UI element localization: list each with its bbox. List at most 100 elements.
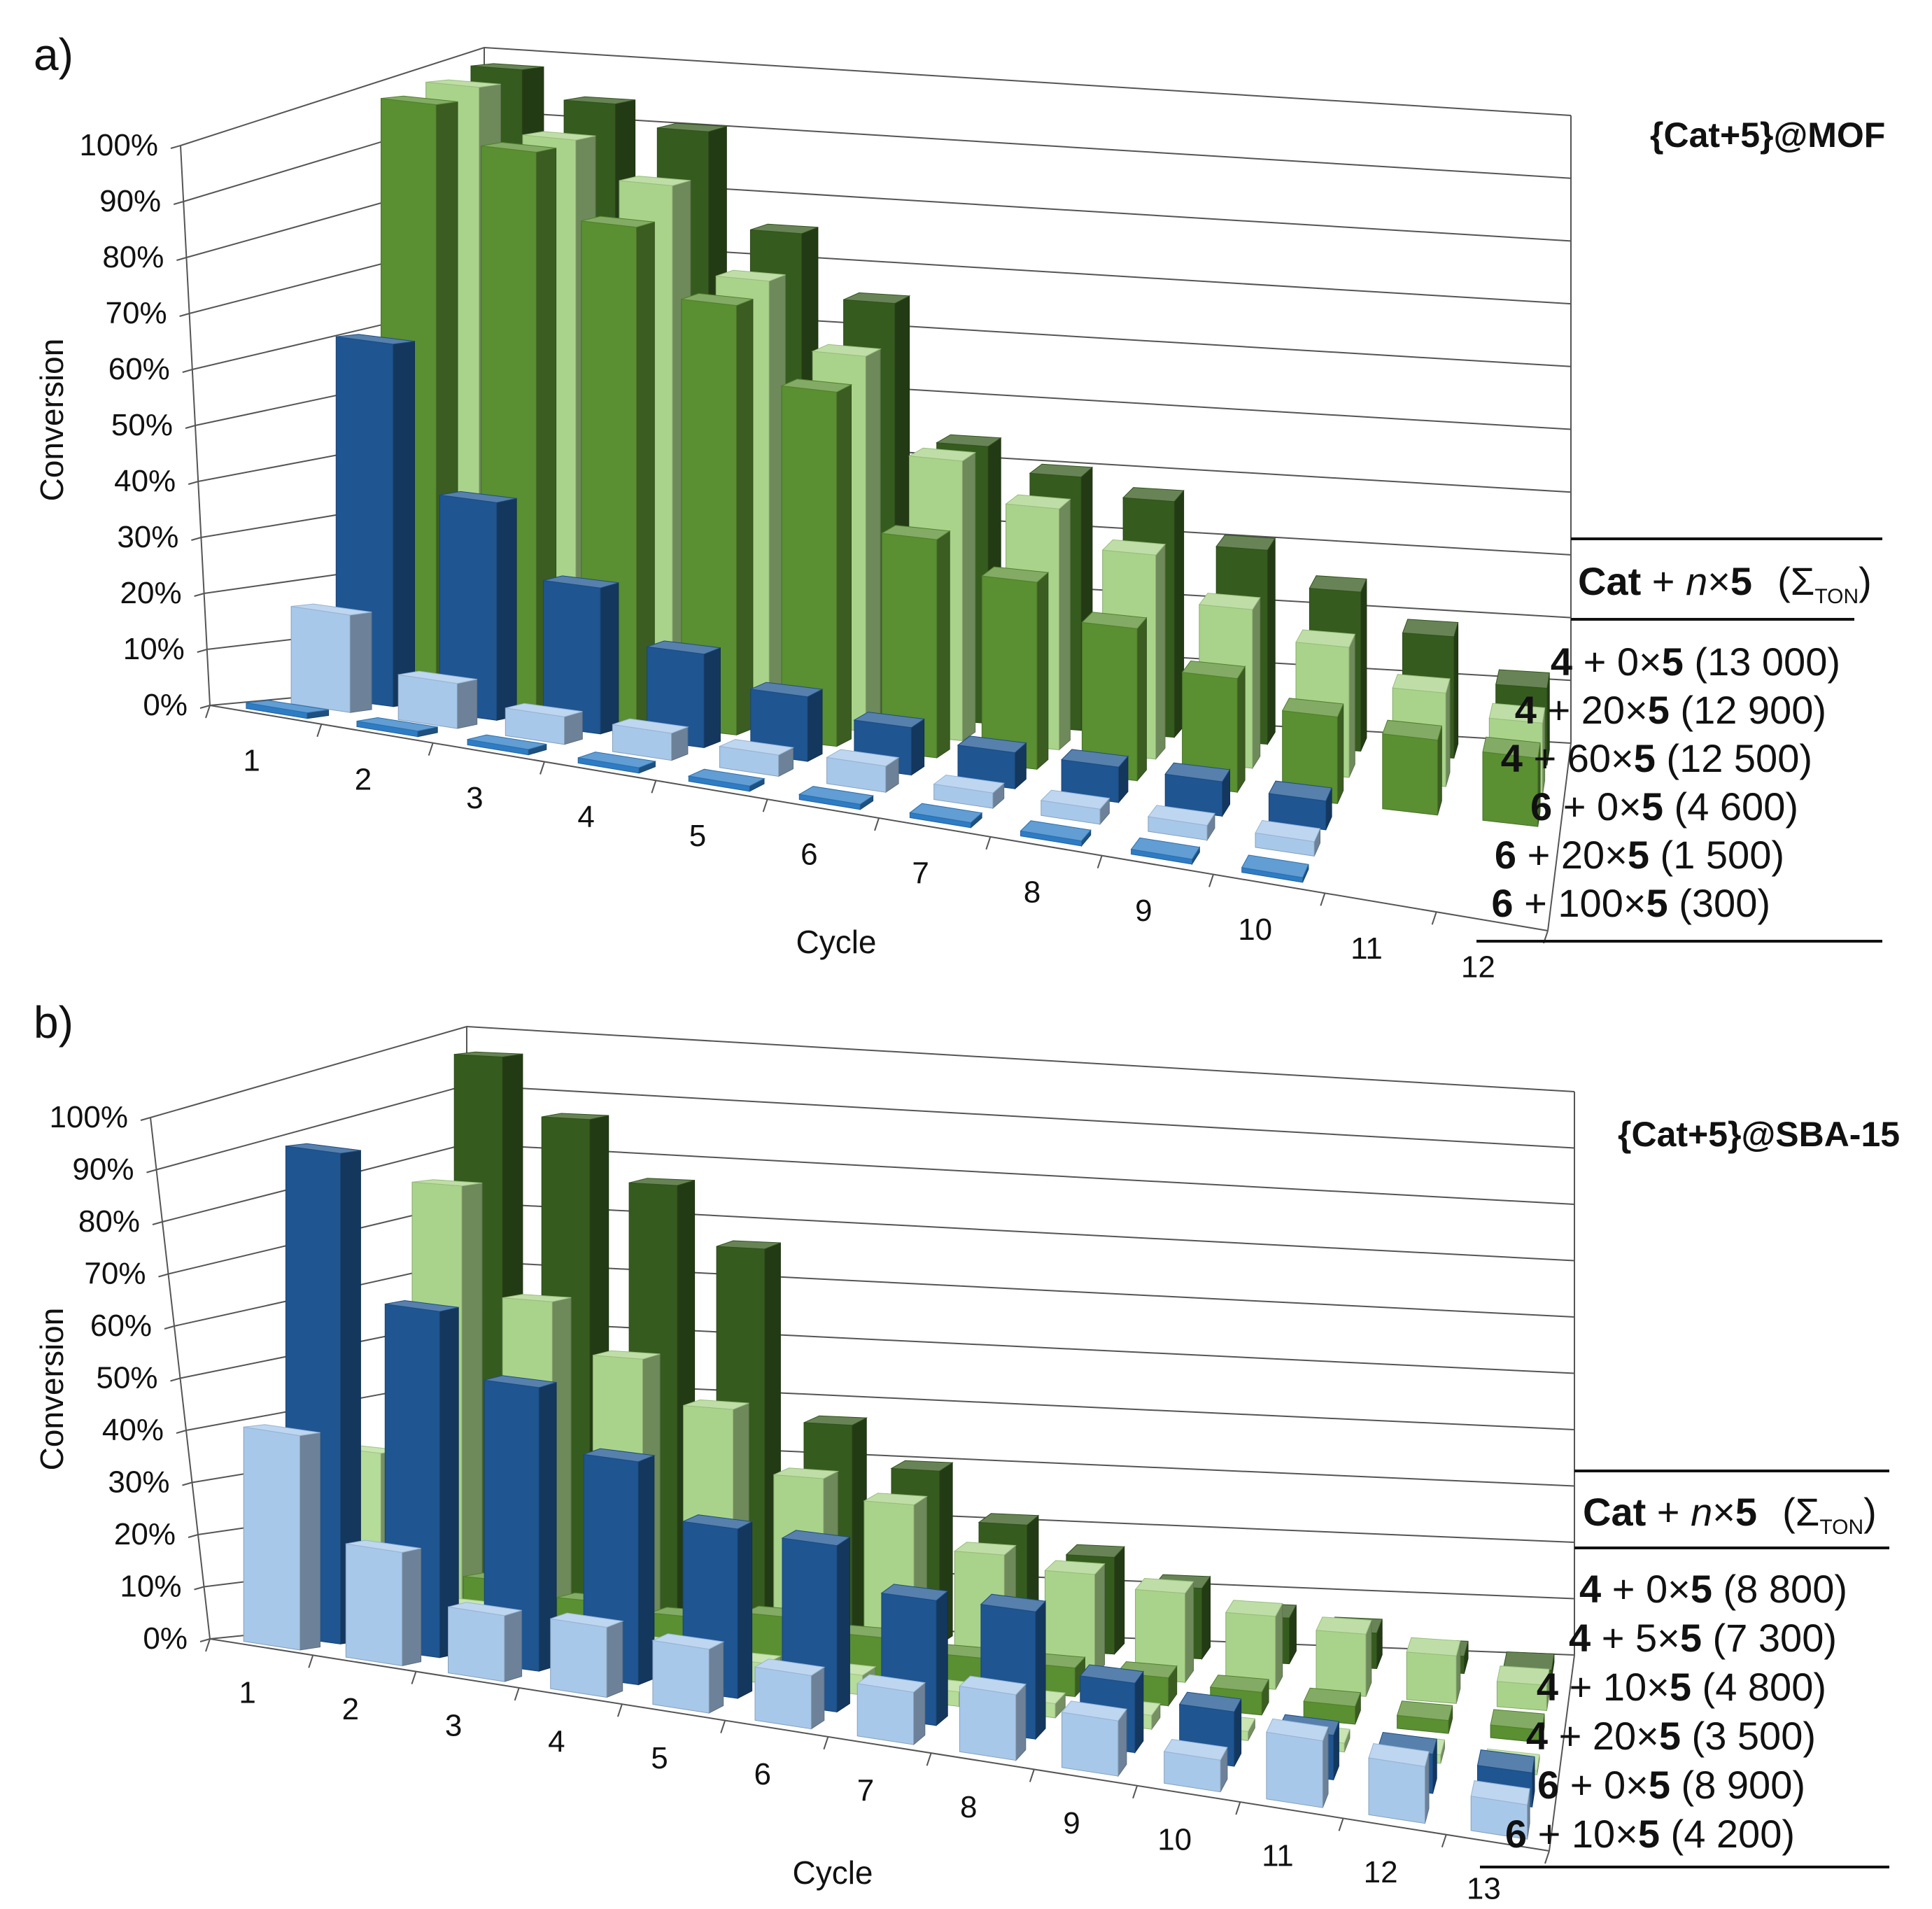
panel-b-ylabel: Conversion [34, 1308, 70, 1471]
bar [647, 640, 721, 749]
x-tick-label: 4 [577, 800, 594, 834]
legend-b-h-close: ) [1863, 1490, 1877, 1534]
legend-entry: 6 + 100×5 (300) [1491, 881, 1770, 925]
bar-top [754, 1658, 826, 1677]
bar-top [246, 700, 329, 714]
bar-top [550, 1612, 624, 1628]
bar [826, 749, 900, 794]
bar-top [1392, 674, 1451, 693]
y-tick-label: 80% [78, 1204, 140, 1239]
panel-b-xlabel: Cycle [792, 1854, 873, 1891]
y-tick-label: 100% [79, 128, 158, 162]
bar-side [1035, 1600, 1046, 1740]
bar-top [481, 141, 556, 153]
panel-a-ylabel: Conversion [34, 339, 70, 502]
bar-top [959, 1675, 1027, 1696]
bar [1081, 612, 1148, 782]
bar-side [836, 383, 852, 747]
legend-entry: 6 + 20×5 (1 500) [1495, 833, 1784, 877]
x-tick-mark [1338, 1818, 1344, 1831]
y-tick-mark [170, 145, 181, 149]
panel-a-xlabel: Cycle [796, 924, 876, 960]
x-tick-mark [926, 1752, 932, 1766]
bar-top [467, 734, 547, 750]
legend-entry-cat: 6 [1530, 784, 1552, 829]
bar-top [651, 1633, 725, 1650]
bar-side [393, 341, 415, 707]
legend-entry: 4 + 0×5 (13 000) [1551, 640, 1840, 684]
bar-side [1036, 571, 1049, 770]
bar-side [807, 689, 823, 762]
bar [718, 739, 795, 777]
bar-side [1360, 579, 1367, 752]
x-tick-label: 5 [689, 819, 706, 853]
bar-top [953, 1542, 1017, 1556]
bar-top [811, 344, 882, 357]
x-tick-mark [1235, 1801, 1241, 1815]
bar-side [1134, 1670, 1144, 1754]
bar-top [980, 1593, 1047, 1612]
y-tick-label: 0% [143, 1621, 188, 1656]
bar-top [1482, 736, 1541, 759]
legend-entry-ton: (1 500) [1649, 833, 1784, 877]
y-tick-label: 20% [120, 576, 182, 610]
x-tick-label: 10 [1157, 1822, 1192, 1857]
bar-top [1181, 660, 1246, 679]
bar [448, 1602, 523, 1682]
bar-top [1295, 629, 1356, 648]
bar [1044, 1560, 1106, 1677]
legend-a-entries: 4 + 0×5 (13 000)4 + 20×5 (12 900)4 + 60×… [1491, 640, 1840, 925]
y-tick-label: 100% [49, 1100, 128, 1134]
bar [1316, 1616, 1372, 1697]
y-tick-mark [185, 425, 196, 429]
bar [335, 334, 415, 707]
bar-top [683, 1399, 749, 1410]
legend-entry: 4 + 0×5 (8 800) [1579, 1567, 1847, 1611]
bar-side [456, 679, 478, 729]
y-tick-mark [170, 1377, 181, 1382]
bar-top [781, 1530, 851, 1547]
legend-entry-five: 5 [1680, 1616, 1702, 1660]
legend-entry-five: 5 [1634, 736, 1656, 780]
bar-side [299, 1432, 320, 1651]
bar-side [836, 1536, 850, 1713]
x-tick-label: 8 [960, 1790, 977, 1824]
bar-front [1382, 733, 1438, 816]
bar-side [402, 1547, 422, 1667]
legend-entry-five: 5 [1662, 640, 1684, 684]
bar-top [1029, 463, 1094, 478]
legend-entry-five: 5 [1647, 881, 1668, 925]
bar-side [637, 1455, 655, 1686]
bar [687, 768, 766, 792]
bar [1266, 1718, 1329, 1808]
bar [981, 566, 1049, 770]
bar-top [853, 712, 925, 728]
y-tick-label: 70% [84, 1257, 146, 1291]
bar-top [1406, 1637, 1461, 1656]
y-tick-mark [140, 1117, 151, 1121]
panel-a-legend: Cat + n×5 (ΣTON) 4 + 0×5 (13 000)4 + 20×5… [1476, 537, 1882, 943]
bar-side [1015, 1683, 1027, 1761]
bar-top [1402, 619, 1459, 637]
bar-top [285, 1143, 361, 1154]
legend-entry-mid: + 0× [1572, 640, 1662, 684]
bar [1268, 780, 1332, 831]
bar [356, 717, 438, 738]
bar-top [1061, 749, 1129, 768]
bar-top [1005, 494, 1071, 509]
bar [651, 1633, 725, 1714]
y-tick-label: 10% [120, 1570, 181, 1604]
bar-top [1209, 1675, 1269, 1693]
x-tick-mark [1320, 893, 1326, 906]
x-tick-mark [874, 817, 880, 831]
y-tick-mark [191, 537, 202, 541]
bar [345, 1540, 422, 1667]
x-tick-mark [1431, 911, 1437, 925]
legend-entry-mid: + 60× [1523, 736, 1634, 780]
bar [1470, 1780, 1530, 1840]
bar-top [411, 1179, 483, 1187]
bar [505, 703, 583, 745]
bar-side [736, 298, 754, 736]
bar-side [1252, 596, 1261, 770]
bar [484, 1375, 557, 1672]
